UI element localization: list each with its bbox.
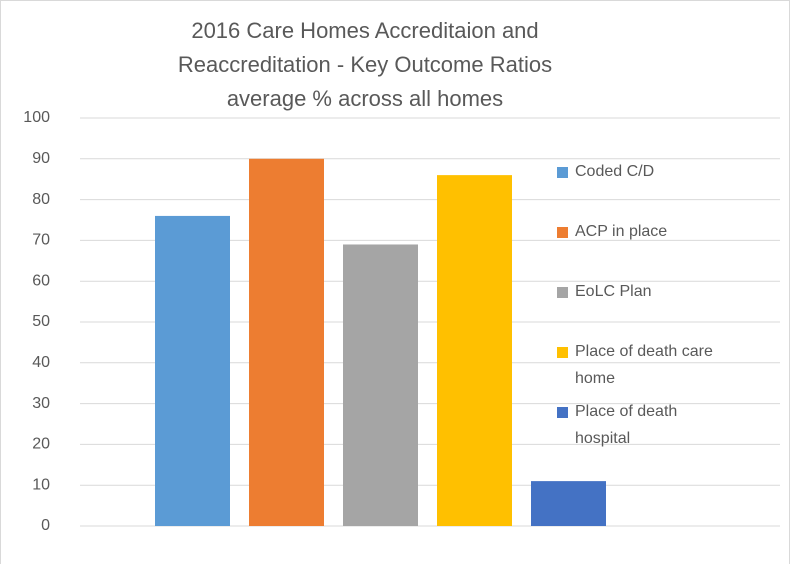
y-tick-label: 30: [32, 395, 50, 412]
legend-label: Coded C/D: [575, 163, 655, 180]
legend-label: Place of death hospital: [575, 403, 678, 447]
legend-swatch: [557, 407, 568, 418]
chart-title: Reaccreditation - Key Outcome Ratios: [178, 52, 552, 77]
y-tick-label: 40: [32, 354, 50, 371]
bar: [437, 175, 512, 526]
legend-swatch: [557, 287, 568, 298]
chart-title: average % across all homes: [227, 86, 503, 111]
legend-label: EoLC Plan: [575, 283, 652, 300]
bar: [531, 481, 606, 526]
legend-swatch: [557, 347, 568, 358]
legend-label: Place of death care home: [575, 343, 713, 387]
legend-label: ACP in place: [575, 223, 668, 240]
y-tick-label: 10: [32, 476, 50, 493]
y-tick-label: 0: [41, 517, 50, 534]
bar: [249, 158, 324, 527]
bar: [155, 215, 230, 527]
legend-swatch: [557, 227, 568, 238]
y-tick-label: 80: [32, 191, 50, 208]
bar: [343, 244, 418, 527]
y-tick-label: 50: [32, 313, 50, 330]
y-tick-label: 90: [32, 150, 50, 167]
y-tick-label: 20: [32, 436, 50, 453]
chart-title: 2016 Care Homes Accreditaion and: [191, 18, 538, 43]
legend-swatch: [557, 167, 568, 178]
y-tick-label: 100: [23, 109, 50, 126]
y-tick-label: 70: [32, 232, 50, 249]
y-tick-label: 60: [32, 272, 50, 289]
